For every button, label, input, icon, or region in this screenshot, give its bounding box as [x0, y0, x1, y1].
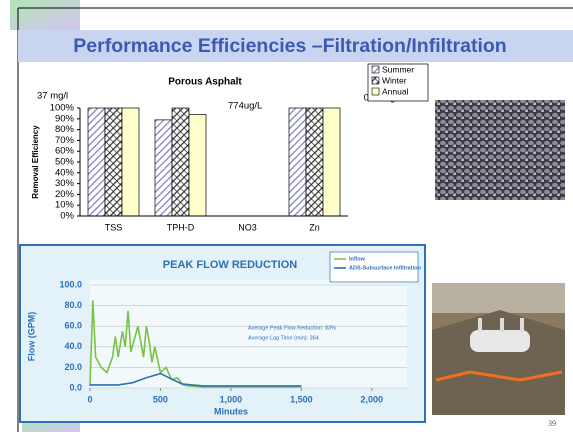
legend-swatch [371, 87, 380, 96]
annotation: Average Peak Flow Reduction: 83% [248, 325, 336, 331]
legend-box [329, 251, 419, 283]
page-number: 39 [548, 419, 556, 428]
construction-photo [432, 283, 565, 415]
legend-label: Annual [382, 86, 409, 96]
bar [121, 107, 140, 217]
y-tick-label: 20% [55, 189, 75, 200]
y-tick-label: 40% [55, 167, 75, 178]
x-tick-label: 1,000 [220, 394, 243, 404]
chart-title: Porous Asphalt [168, 77, 242, 88]
y-axis-label: Removal Efficiency [31, 125, 40, 199]
legend-label: ADS-Subsurface Infiltration [349, 265, 421, 271]
x-tick-label: TPH-D [167, 222, 195, 232]
decoration [10, 0, 80, 30]
legend-label: Inflow [349, 256, 366, 262]
y-tick-label: 20.0 [64, 362, 82, 372]
y-tick-label: 100.0 [59, 279, 82, 289]
plot-area [90, 280, 407, 388]
y-tick-label: 100% [50, 103, 75, 114]
bar [104, 107, 123, 217]
line-series [90, 372, 302, 387]
legend-label: Summer [382, 64, 414, 74]
bar [171, 107, 190, 217]
legend-swatch [371, 65, 380, 74]
slide-title: Performance Efficiencies –Filtration/Inf… [73, 35, 506, 57]
title-band [18, 30, 573, 62]
x-tick-label: Zn [309, 222, 320, 232]
bar [154, 119, 173, 217]
y-tick-label: 60% [55, 146, 75, 157]
x-tick-label: 0 [87, 394, 92, 404]
y-tick-label: 90% [55, 113, 75, 124]
annotation: 37 mg/l [37, 91, 68, 102]
y-tick-label: 0% [60, 211, 74, 222]
y-tick-label: 40.0 [64, 341, 82, 351]
gravel-photo [435, 100, 565, 200]
bar [322, 107, 341, 217]
legend-swatch [371, 76, 380, 85]
x-tick-label: 2,000 [361, 394, 384, 404]
x-axis-label: Minutes [214, 406, 248, 416]
y-tick-label: 50% [55, 157, 75, 168]
x-tick-label: 500 [153, 394, 168, 404]
bar [87, 107, 106, 217]
y-tick-label: 80% [55, 124, 75, 135]
y-axis-label: Flow (GPM) [26, 312, 36, 362]
x-tick-label: TSS [105, 222, 123, 232]
x-tick-label: 1,500 [290, 394, 313, 404]
y-tick-label: 30% [55, 178, 75, 189]
y-tick-label: 0.0 [69, 382, 82, 392]
y-tick-label: 10% [55, 200, 75, 211]
chart-title: PEAK FLOW REDUCTION [163, 259, 297, 271]
legend-label: Winter [382, 75, 407, 85]
x-tick-label: NO3 [238, 222, 257, 232]
annotation: Average Lag Time (min): 364 [248, 335, 319, 341]
bar [188, 114, 207, 217]
bar [288, 107, 307, 217]
y-tick-label: 70% [55, 135, 75, 146]
bar [305, 107, 324, 217]
line-series [89, 300, 302, 388]
y-tick-label: 80.0 [64, 300, 82, 310]
y-tick-label: 60.0 [64, 321, 82, 331]
annotation: 774ug/L [228, 101, 262, 112]
